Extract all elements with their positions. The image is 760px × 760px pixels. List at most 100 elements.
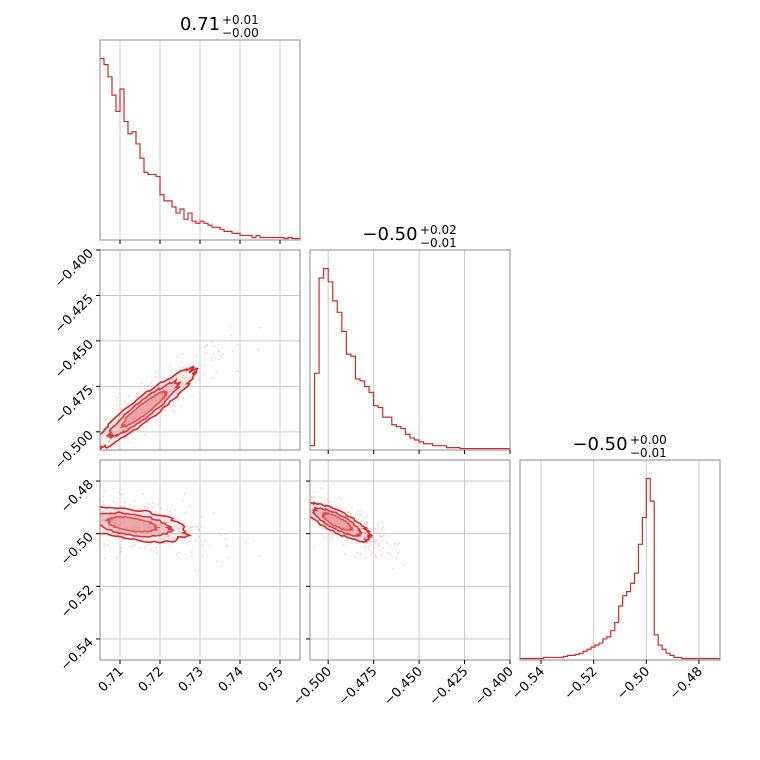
- scatter-point: [117, 527, 119, 530]
- scatter-point: [381, 536, 383, 538]
- scatter-point: [318, 501, 320, 503]
- scatter-point: [324, 524, 326, 526]
- scatter-point: [106, 448, 108, 450]
- scatter-point: [374, 527, 377, 530]
- scatter-point: [347, 513, 349, 516]
- scatter-point: [170, 513, 172, 516]
- scatter-point: [149, 540, 152, 543]
- scatter-point: [396, 543, 399, 546]
- scatter-point: [237, 344, 239, 347]
- scatter-point: [320, 511, 322, 513]
- scatter-point: [153, 389, 156, 391]
- scatter-point: [93, 462, 95, 464]
- scatter-point: [196, 525, 199, 528]
- param-2-title-plus: +0.00: [630, 433, 667, 447]
- scatter-point: [316, 517, 318, 519]
- scatter-point: [365, 531, 367, 534]
- param-1-title-minus: −0.01: [420, 236, 457, 250]
- scatter-point: [120, 547, 123, 549]
- scatter-point: [86, 472, 88, 474]
- scatter-point: [329, 507, 332, 509]
- scatter-point: [83, 454, 85, 456]
- scatter-point: [202, 555, 205, 557]
- scatter-point: [142, 493, 144, 495]
- scatter-point: [163, 409, 166, 411]
- scatter-point: [192, 525, 194, 528]
- scatter-point: [139, 517, 142, 520]
- scatter-point: [105, 508, 107, 510]
- scatter-point: [374, 540, 376, 543]
- scatter-point: [97, 510, 99, 512]
- contour-level: [311, 506, 363, 537]
- scatter-point: [365, 523, 368, 526]
- title-value: −0.50: [572, 434, 627, 455]
- scatter-point: [368, 539, 371, 542]
- scatter-point: [157, 408, 160, 411]
- param-0-title: 0.71: [180, 14, 220, 35]
- x-tick-label: 0.74: [216, 664, 247, 695]
- grid: [327, 250, 466, 450]
- scatter-point: [102, 432, 104, 435]
- scatter-point: [258, 555, 261, 557]
- scatter-point: [155, 547, 157, 549]
- scatter-point: [162, 538, 165, 541]
- scatter-point: [364, 536, 366, 538]
- panel-background: [310, 250, 510, 450]
- scatter-point: [373, 531, 375, 534]
- scatter-point: [149, 395, 152, 398]
- scatter-point: [164, 403, 166, 406]
- scatter-point: [378, 535, 381, 537]
- scatter-point: [113, 416, 115, 418]
- scatter-point: [154, 510, 157, 513]
- scatter-point: [170, 369, 173, 372]
- scatter-point: [387, 551, 389, 554]
- scatter-point: [96, 445, 98, 447]
- scatter-point: [162, 405, 165, 407]
- panel-frame: [519, 459, 721, 661]
- scatter-point: [143, 395, 146, 398]
- scatter-point: [379, 537, 382, 539]
- scatter-point: [78, 473, 80, 475]
- contour-level: [106, 377, 182, 439]
- scatter-point: [332, 513, 335, 515]
- scatter-point: [376, 540, 379, 543]
- panel-background: [310, 460, 510, 660]
- scatter-point: [105, 451, 107, 453]
- scatter-point: [334, 526, 336, 529]
- scatter-point: [200, 515, 203, 518]
- scatter-point: [352, 519, 355, 522]
- scatter-point: [89, 508, 91, 510]
- scatter-point: [90, 516, 92, 518]
- scatter-point: [94, 534, 96, 536]
- scatter-point: [107, 544, 109, 546]
- scatter-point: [360, 520, 362, 522]
- grid: [119, 40, 281, 240]
- scatter-point: [303, 521, 305, 523]
- scatter-point: [171, 408, 174, 411]
- scatter-point: [111, 424, 114, 427]
- scatter-point: [157, 528, 160, 531]
- scatter-point: [96, 529, 98, 531]
- scatter-point: [57, 477, 59, 479]
- scatter-point: [363, 536, 365, 539]
- param-0-title-minus: −0.00: [222, 26, 259, 40]
- scatter-point: [193, 376, 195, 378]
- scatter-point: [378, 542, 380, 545]
- scatter-point: [382, 526, 384, 529]
- scatter-point: [310, 513, 313, 516]
- scatter-point: [373, 547, 376, 550]
- y-tick-label: −0.400: [52, 246, 97, 291]
- scatter-point: [151, 395, 154, 397]
- scatter-point: [364, 531, 366, 534]
- scatter-point: [163, 523, 165, 525]
- scatter-point: [340, 511, 342, 514]
- scatter-point: [111, 407, 114, 410]
- scatter-point: [49, 544, 51, 546]
- scatter-point: [354, 540, 357, 542]
- scatter-point: [317, 508, 320, 511]
- scatter-point: [141, 512, 144, 514]
- scatter-point: [323, 500, 326, 503]
- scatter-point: [167, 534, 170, 537]
- scatter-point: [146, 540, 148, 543]
- scatter-point: [153, 549, 155, 552]
